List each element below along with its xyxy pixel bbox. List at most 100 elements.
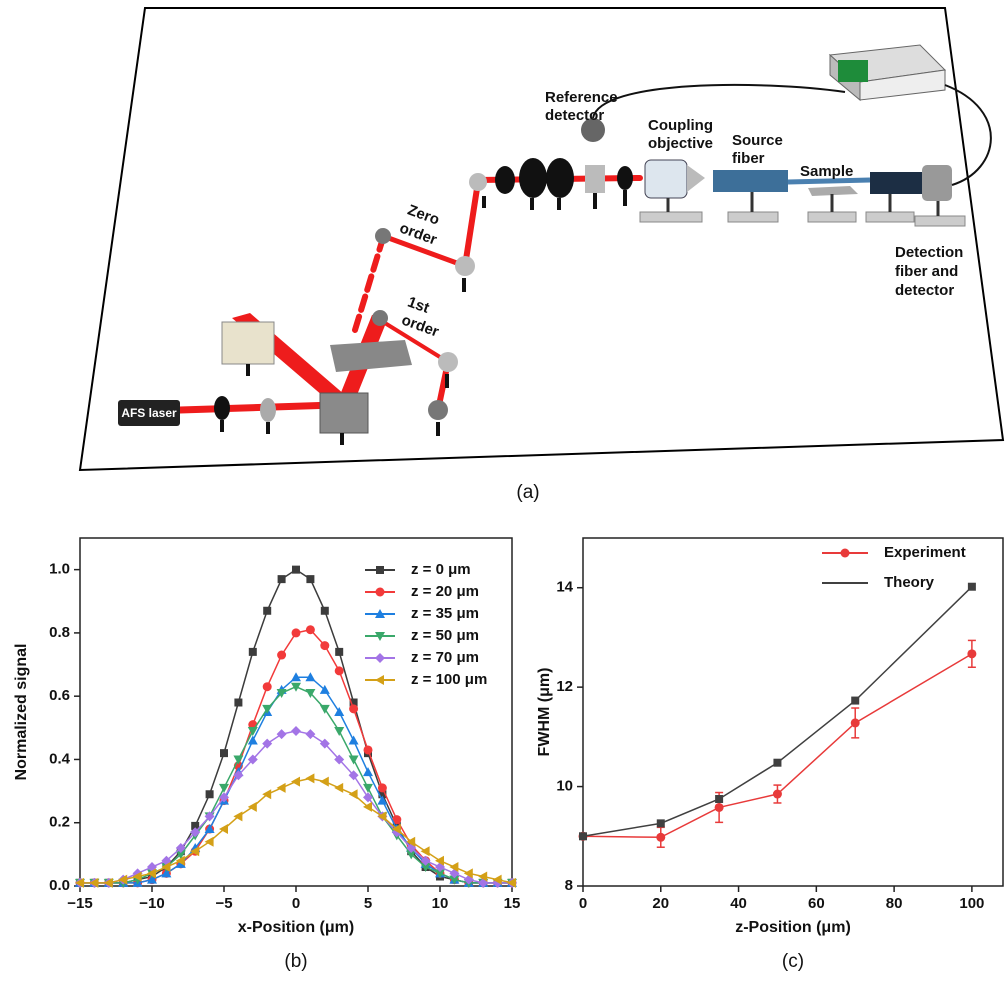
series-line [582,653,973,839]
marker [449,862,459,873]
marker [348,755,359,765]
diagram-label: detector [895,282,954,299]
y-axis-title: Normalized signal [13,644,30,781]
marker [262,704,273,714]
legend-marker [375,632,385,641]
marker [348,789,358,800]
marker [205,790,214,799]
marker [463,868,473,879]
marker [320,606,329,615]
marker [334,707,345,716]
x-tick-label: 100 [959,895,984,912]
legend-label: Experiment [884,544,966,561]
marker [714,802,724,812]
marker [363,792,373,803]
series-line [582,586,973,838]
x-tick-label: 5 [364,895,372,912]
marker [334,726,345,736]
legend-label: z = 35 μm [411,605,479,622]
detection-fiber [870,172,922,194]
diagram-label: Sample [800,163,853,180]
marker [967,649,977,659]
y-tick-label: 0.4 [49,750,71,767]
marker [305,672,316,682]
marker [305,625,315,635]
marker [263,606,272,615]
marker [190,827,201,838]
marker [292,565,300,574]
marker [773,758,782,767]
x-tick-label: 80 [886,895,903,912]
diagram-label: detector [545,107,604,124]
x-tick-label: 60 [808,895,825,912]
plot-frame [582,537,1004,887]
marker [233,770,244,781]
marker [377,783,387,793]
modulator [330,340,412,372]
marker [233,811,243,822]
optics [118,44,992,445]
y-tick-label: 0.0 [49,877,70,894]
legend-label: z = 50 μm [411,627,479,644]
marker [334,666,344,676]
x-axis-title: z-Position (μm) [735,919,851,936]
marker [435,869,445,879]
x-tick-label: −5 [215,895,232,912]
marker [247,754,258,765]
marker [449,875,460,885]
diagram-label: fiber [732,150,765,167]
series-line [80,730,512,884]
marker [262,789,272,800]
marker [276,729,287,740]
marker [579,832,587,841]
x-tick-label: −10 [139,895,164,912]
marker [204,824,215,834]
marker [305,729,316,740]
marker [247,801,257,812]
marker [772,789,782,799]
diagram-label: Detection [895,244,963,261]
marker [378,790,387,799]
table-board [78,7,1005,472]
marker [247,735,258,745]
marker [75,877,84,888]
y-tick-label: 8 [565,877,573,894]
marker [277,650,287,660]
marker [656,832,666,842]
y-tick-label: 10 [556,778,573,795]
y-tick-label: 0.8 [49,624,70,641]
marker [89,877,99,888]
diagram-label: Source [732,132,783,149]
marker [656,819,665,828]
marker [420,846,430,857]
marker [377,795,388,805]
marker [334,782,344,793]
legend-marker [376,566,384,574]
marker [406,836,416,847]
x-tick-label: 0 [292,895,300,912]
marker [175,850,186,860]
marker [363,745,373,755]
x-tick-label: 10 [432,895,449,912]
marker [851,696,860,705]
marker [190,846,200,857]
marker [219,792,229,803]
marker [348,770,359,781]
series-line [80,628,512,884]
legend-label: Theory [884,574,935,591]
marker [175,843,186,854]
marker [219,783,229,793]
marker [507,877,516,888]
marker [262,682,272,692]
marker [363,767,373,777]
x-axis-title: x-Position (μm) [238,919,354,936]
diagram-label: objective [648,135,713,152]
marker [291,725,301,736]
marker [262,738,273,749]
marker [420,863,431,873]
marker [335,647,344,656]
marker [850,718,860,728]
x-tick-label: −15 [67,895,92,912]
legend-marker [375,609,385,618]
y-tick-label: 12 [556,678,573,695]
